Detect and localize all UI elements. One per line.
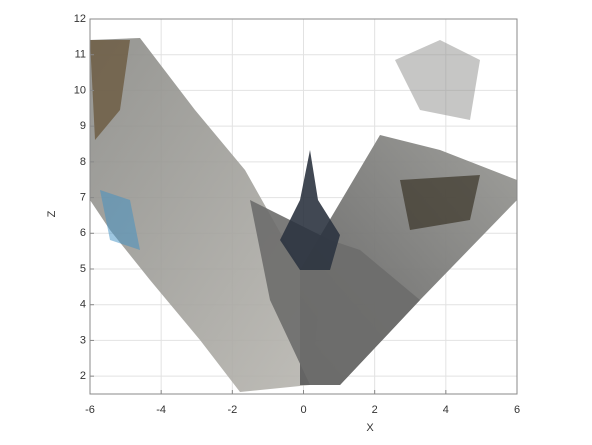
y-tick-label: 4 xyxy=(80,299,86,311)
x-tick-label: 2 xyxy=(372,404,378,416)
x-tick-label: -2 xyxy=(227,404,237,416)
y-tick-label: 12 xyxy=(74,13,86,25)
point-cloud xyxy=(90,38,517,392)
cloud-sparse xyxy=(395,40,480,120)
y-tick-label: 5 xyxy=(80,263,86,275)
x-axis-label: X xyxy=(366,422,374,434)
cloud-texture xyxy=(400,175,480,230)
y-tick-label: 7 xyxy=(80,191,86,203)
y-tick-label: 9 xyxy=(80,120,86,132)
x-tick-label: 4 xyxy=(443,404,449,416)
cloud-texture xyxy=(100,190,140,250)
y-tick-label: 11 xyxy=(75,49,86,61)
y-tick-label: 10 xyxy=(74,84,86,96)
x-tick-label: -6 xyxy=(85,404,95,416)
y-axis-label: Z xyxy=(46,210,58,217)
ticks: -6 -4 -2 0 2 4 6 2 3 4 5 6 7 8 9 10 11 12 xyxy=(74,13,520,416)
x-tick-label: -4 xyxy=(156,404,166,416)
x-tick-label: 0 xyxy=(300,404,306,416)
y-tick-label: 3 xyxy=(80,334,86,346)
x-tick-label: 6 xyxy=(514,404,520,416)
y-tick-label: 6 xyxy=(80,227,86,239)
y-tick-label: 2 xyxy=(80,370,86,382)
cloud-left xyxy=(90,38,320,392)
cloud-center xyxy=(280,150,340,270)
y-tick-label: 8 xyxy=(80,156,86,168)
cloud-texture xyxy=(90,40,130,140)
